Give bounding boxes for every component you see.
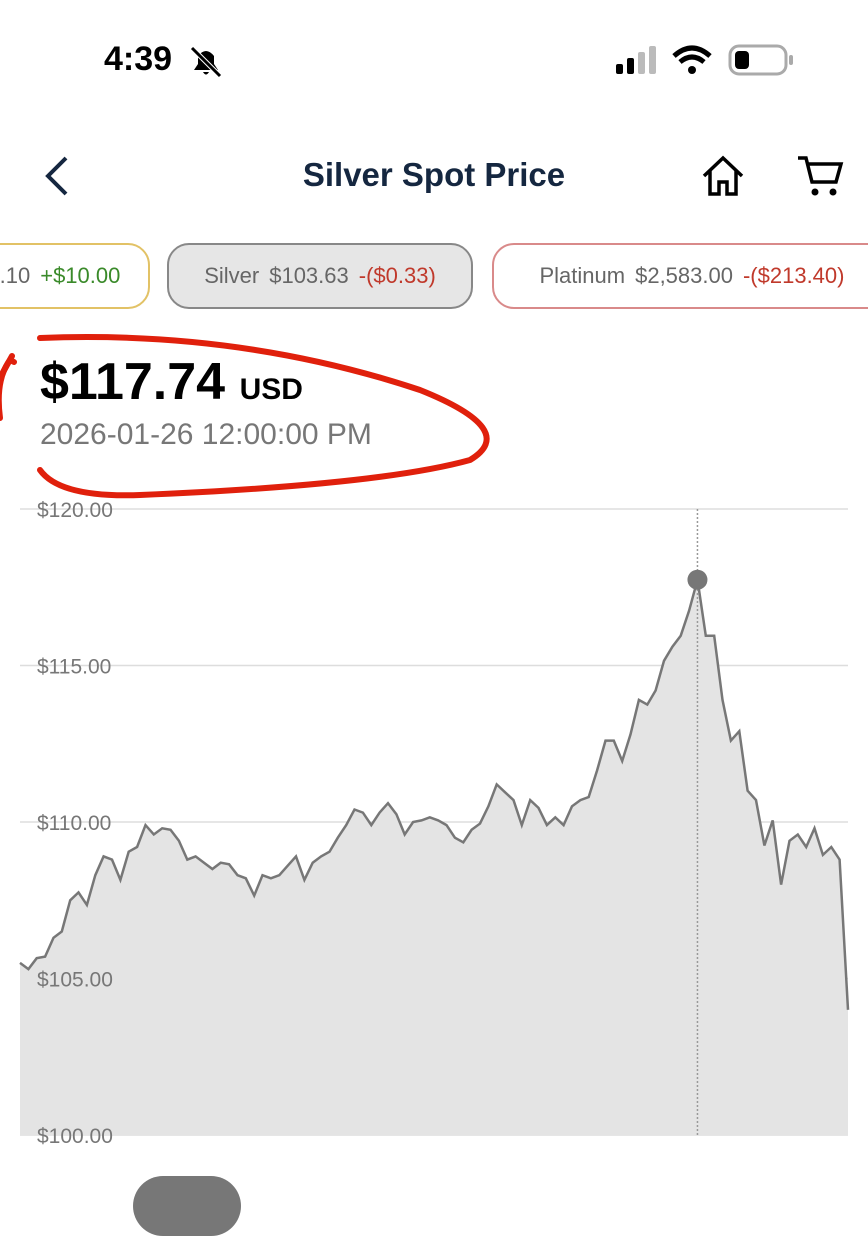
ticker-chip[interactable]: Silver $103.63 -($0.33) bbox=[167, 243, 473, 309]
selected-unit: USD bbox=[239, 373, 303, 406]
home-button[interactable] bbox=[700, 154, 746, 198]
ticker-name: Platinum bbox=[539, 263, 626, 288]
area bbox=[20, 579, 848, 1135]
ticker-price: $2,583.00 bbox=[635, 263, 733, 288]
ticker-chip[interactable]: .10 +$10.00 bbox=[0, 243, 150, 309]
y-tick-label: $115.00 bbox=[37, 656, 111, 679]
selected-price-row: $117.74 USD bbox=[40, 352, 303, 412]
y-tick-label: $100.00 bbox=[37, 1125, 113, 1148]
page-title: Silver Spot Price bbox=[302, 156, 566, 193]
ticker-change: -($0.33) bbox=[358, 263, 436, 288]
y-tick-label: $110.00 bbox=[37, 812, 111, 835]
ticker-price: .10 bbox=[0, 263, 31, 288]
y-tick-label: $105.00 bbox=[37, 969, 113, 992]
back-button[interactable] bbox=[40, 154, 74, 198]
scroll-handle[interactable] bbox=[133, 1176, 241, 1236]
status-time: 4:39 bbox=[104, 40, 173, 78]
line bbox=[19, 579, 850, 1010]
ticker-change: -($213.40) bbox=[742, 263, 845, 288]
ticker-price: $103.63 bbox=[269, 263, 349, 288]
ticker-chip[interactable]: Platinum $2,583.00 -($213.40) bbox=[492, 243, 868, 309]
selected-price: $117.74 bbox=[40, 353, 226, 411]
ticker-name: Silver bbox=[204, 263, 260, 288]
chart: $100.00 $105.00 $110.00 $115.00 $120.00 bbox=[19, 499, 850, 1148]
y-tick-label: $120.00 bbox=[37, 499, 113, 522]
cart-button[interactable] bbox=[796, 152, 846, 198]
selected-time: 2026-01-26 12:00:00 PM bbox=[40, 418, 372, 451]
ticker-change: +$10.00 bbox=[40, 263, 121, 288]
status-icons bbox=[616, 44, 793, 76]
screen: {"status_bar": {"time": "4:39"}, "header… bbox=[0, 40, 868, 1236]
mute-icon bbox=[190, 46, 222, 78]
annotation-scribble bbox=[0, 334, 490, 499]
selected-point bbox=[687, 569, 708, 590]
